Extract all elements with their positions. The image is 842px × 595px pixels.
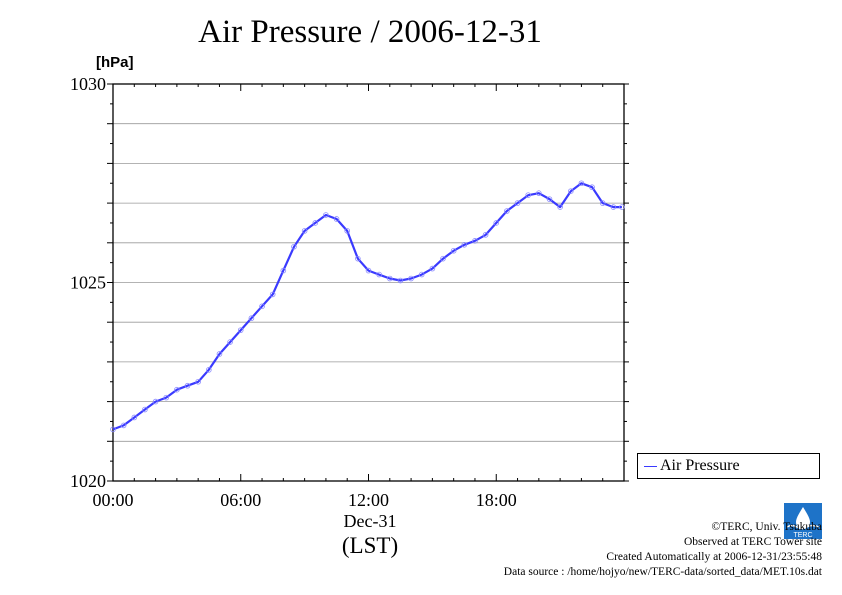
y-axis-unit-label: [hPa] bbox=[96, 54, 134, 71]
grid-lines bbox=[113, 123, 624, 442]
data-point bbox=[301, 228, 308, 234]
data-point bbox=[227, 339, 233, 345]
data-point bbox=[312, 220, 319, 226]
x-tick-label: 18:00 bbox=[476, 490, 517, 510]
footer-site: Observed at TERC Tower site bbox=[683, 536, 822, 548]
footer-created: Created Automatically at 2006-12-31/23:5… bbox=[606, 551, 822, 563]
data-point bbox=[142, 406, 148, 413]
data-point bbox=[280, 267, 287, 274]
logo-text: TERC bbox=[793, 532, 812, 539]
footer-source: Data source : /home/hojyo/new/TERC-data/… bbox=[503, 566, 822, 578]
data-point bbox=[174, 386, 180, 393]
data-point bbox=[567, 188, 574, 194]
data-point bbox=[546, 196, 553, 202]
x-tick-label: 00:00 bbox=[92, 490, 133, 510]
data-point bbox=[429, 265, 436, 272]
data-point bbox=[184, 382, 191, 389]
data-point bbox=[482, 232, 489, 238]
data-point bbox=[365, 267, 372, 274]
data-point bbox=[206, 367, 212, 373]
data-point bbox=[557, 204, 563, 210]
data-point bbox=[291, 243, 297, 250]
legend-label: Air Pressure bbox=[660, 457, 740, 474]
x-tick-label: 12:00 bbox=[348, 490, 389, 510]
data-point bbox=[163, 394, 170, 401]
data-point bbox=[619, 204, 625, 210]
footer-copyright: ©TERC, Univ. Tsukuba bbox=[711, 521, 822, 533]
series-line bbox=[112, 182, 622, 431]
data-point bbox=[344, 228, 351, 234]
x-tick-label: 06:00 bbox=[220, 490, 261, 510]
data-point bbox=[440, 255, 446, 262]
data-point bbox=[110, 426, 116, 433]
legend-line-swatch bbox=[644, 466, 657, 467]
data-point bbox=[461, 241, 468, 248]
data-point bbox=[514, 200, 521, 206]
data-point bbox=[472, 238, 478, 244]
data-point bbox=[536, 190, 542, 196]
data-point bbox=[589, 184, 595, 191]
data-point bbox=[450, 247, 457, 254]
data-point bbox=[248, 315, 255, 322]
legend: Air Pressure bbox=[637, 453, 820, 479]
data-point bbox=[131, 414, 138, 421]
x-axis-date-label: Dec-31 bbox=[343, 511, 397, 531]
data-point bbox=[376, 271, 382, 278]
data-point bbox=[408, 275, 414, 282]
y-tick-label: 1030 bbox=[70, 74, 106, 94]
y-tick-label: 1025 bbox=[70, 273, 106, 293]
data-point bbox=[269, 291, 276, 298]
data-point bbox=[610, 204, 617, 210]
data-point bbox=[599, 200, 606, 206]
data-point bbox=[525, 192, 531, 198]
axis-ticks: 1020 1025 1030 00:00 06:00 12:00 18:00 bbox=[70, 74, 629, 510]
terc-logo: TERC bbox=[784, 503, 822, 539]
data-point bbox=[504, 208, 510, 214]
x-axis-label: (LST) bbox=[341, 533, 399, 558]
y-tick-label: 1020 bbox=[70, 471, 106, 491]
data-point bbox=[259, 303, 265, 310]
data-point bbox=[237, 327, 244, 333]
series-air-pressure bbox=[110, 180, 625, 433]
data-point bbox=[152, 398, 159, 405]
data-point bbox=[120, 422, 127, 429]
chart-title: Air Pressure / 2006-12-31 bbox=[198, 14, 542, 50]
footer-info: ©TERC, Univ. Tsukuba Observed at TERC To… bbox=[402, 520, 822, 580]
data-point bbox=[578, 180, 585, 187]
data-point bbox=[397, 277, 404, 284]
data-point bbox=[216, 351, 223, 357]
data-point bbox=[333, 216, 340, 222]
data-point bbox=[355, 255, 361, 262]
data-point bbox=[386, 275, 393, 282]
data-point bbox=[418, 271, 425, 278]
data-point bbox=[195, 378, 201, 385]
data-point bbox=[493, 220, 500, 226]
data-point bbox=[323, 212, 329, 218]
